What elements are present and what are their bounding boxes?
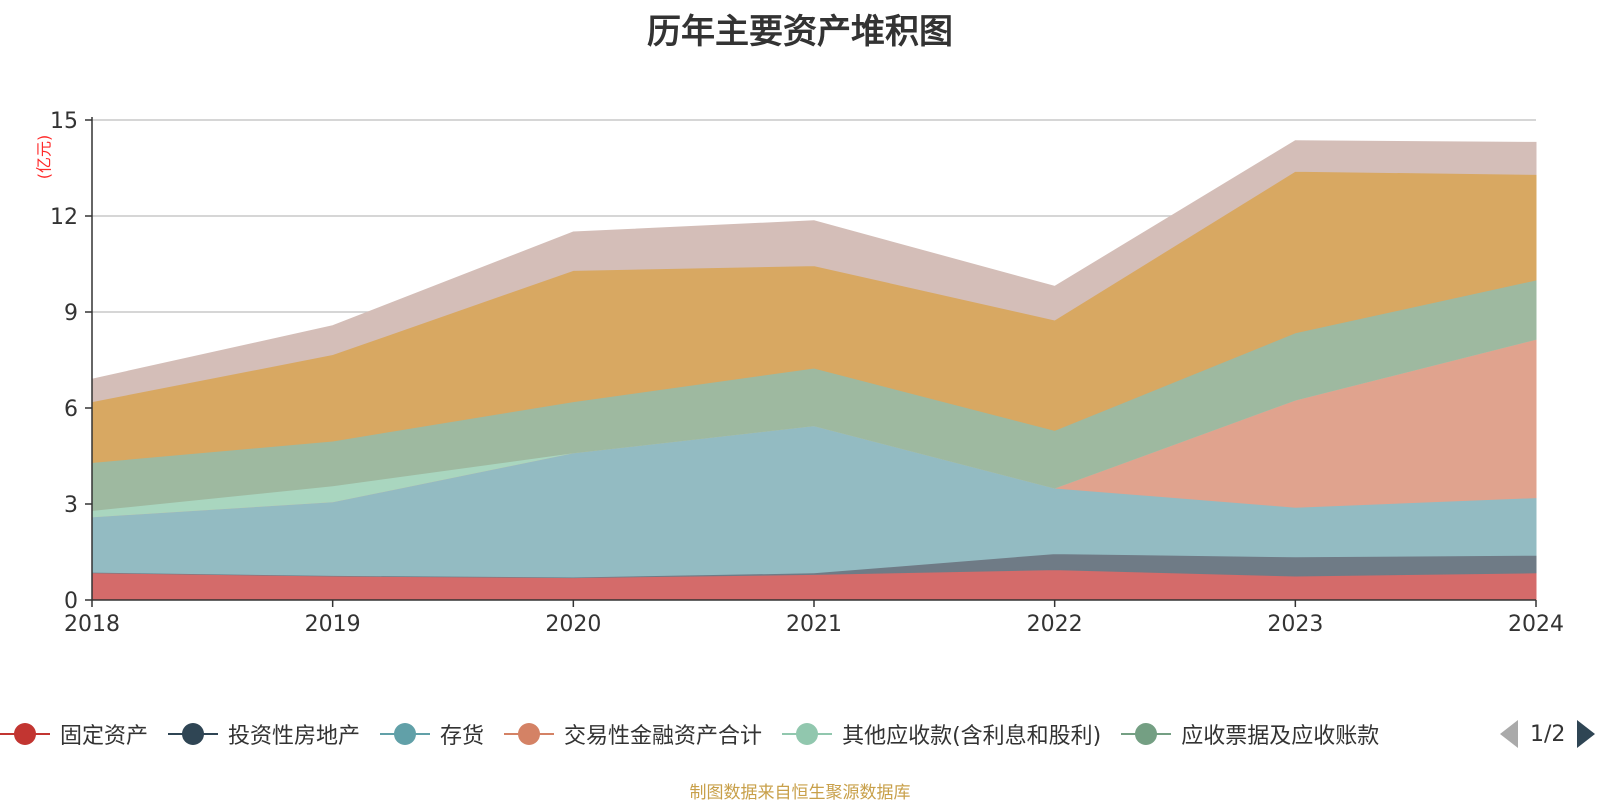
legend-label: 应收票据及应收账款	[1181, 724, 1380, 749]
legend-label: 其他应收款(含利息和股利)	[842, 724, 1102, 749]
y-tick-label: 9	[64, 301, 78, 326]
legend-label: 投资性房地产	[228, 724, 361, 749]
legend-item[interactable]: 存货	[380, 718, 484, 750]
legend-label: 交易性金融资产合计	[564, 724, 763, 749]
data-source-footer: 制图数据来自恒生聚源数据库	[689, 783, 911, 803]
y-tick-label: 0	[64, 589, 78, 614]
legend-item[interactable]: 应收票据及应收账款	[1121, 718, 1379, 750]
legend-item[interactable]: 固定资产	[0, 718, 148, 750]
legend: 固定资产 投资性房地产 存货 交易性金融资产合计 其他应收款(含利息和股利) 应收票据及应…	[0, 716, 1399, 752]
area-series-7	[91, 140, 1537, 403]
legend-label: 固定资产	[60, 724, 149, 749]
legend-next-page-icon[interactable]	[1577, 720, 1596, 748]
x-tick-label: 2023	[1267, 612, 1323, 637]
legend-marker-icon	[0, 722, 50, 746]
x-tick-label: 2024	[1508, 612, 1564, 637]
legend-label: 存货	[440, 724, 485, 749]
legend-marker-icon	[380, 722, 431, 746]
legend-item[interactable]: 投资性房地产	[168, 718, 360, 750]
legend-pager: 1/2	[1500, 716, 1596, 752]
legend-prev-page-icon[interactable]	[1500, 720, 1518, 748]
legend-marker-icon	[504, 722, 555, 746]
y-tick-label: 6	[64, 397, 78, 422]
stacked-area-chart: 0 3 6 9 12 15 2018 2019 2020 2021 2022 2023 2024	[50, 109, 1564, 637]
legend-page-indicator: 1/2	[1530, 721, 1566, 747]
y-tick-label: 15	[50, 109, 78, 134]
x-tick-label: 2022	[1027, 612, 1083, 637]
x-tick-label: 2018	[64, 612, 120, 637]
x-tick-label: 2020	[545, 612, 601, 637]
legend-marker-icon	[168, 722, 219, 746]
legend-marker-icon	[782, 722, 833, 746]
y-tick-label: 12	[50, 205, 78, 230]
legend-item[interactable]: 其他应收款(含利息和股利)	[782, 718, 1101, 750]
x-tick-label: 2019	[305, 612, 361, 637]
legend-marker-icon	[1121, 722, 1172, 746]
y-tick-label: 3	[64, 493, 78, 518]
legend-item[interactable]: 交易性金融资产合计	[504, 718, 762, 750]
chart-title: 历年主要资产堆积图	[647, 12, 953, 52]
x-tick-label: 2021	[786, 612, 842, 637]
